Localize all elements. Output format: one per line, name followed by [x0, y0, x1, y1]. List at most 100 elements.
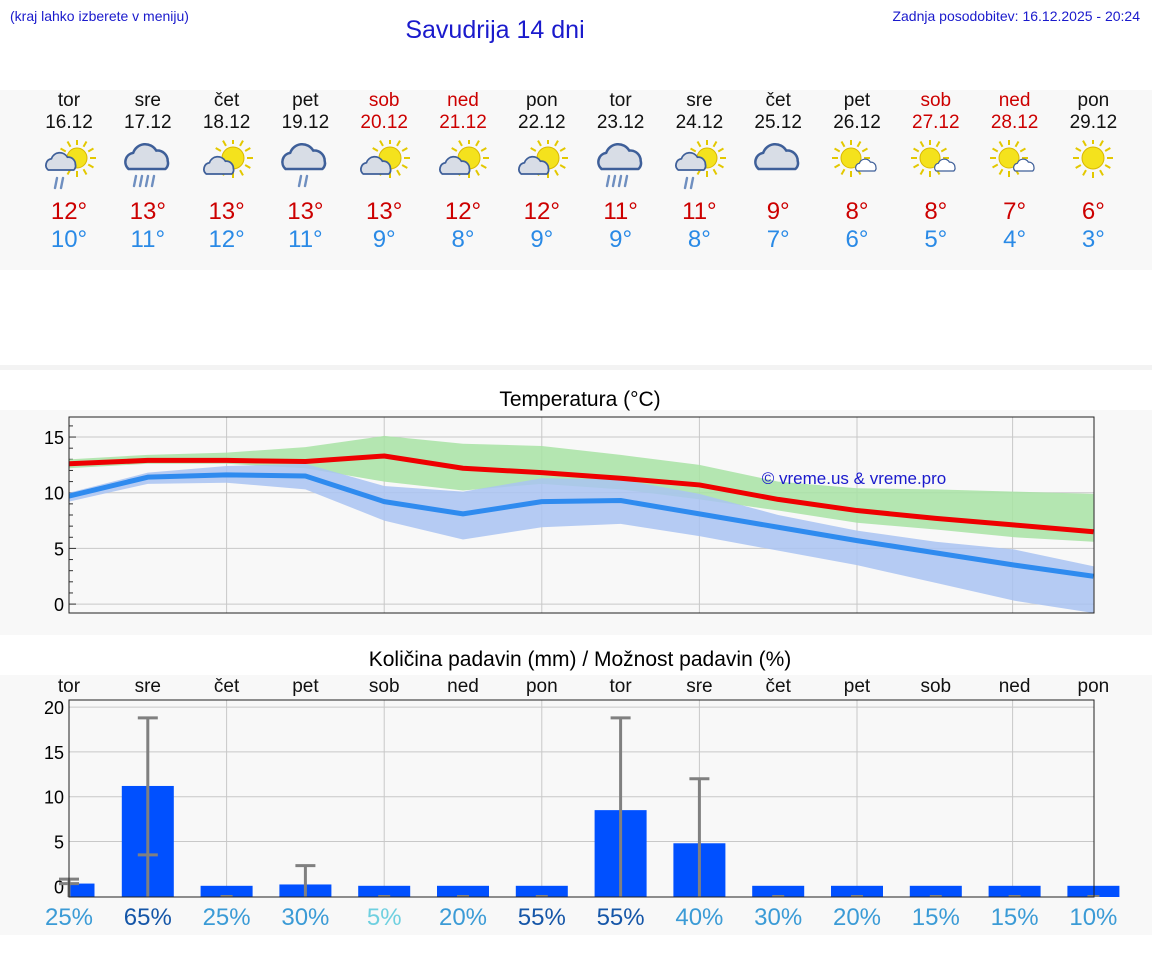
- min-temp: 12°: [208, 226, 245, 253]
- day-name: čet: [213, 90, 240, 111]
- day-header: čet 18.12: [187, 90, 267, 134]
- min-temp: 9°: [530, 226, 554, 253]
- sun-small-cloud-icon: [827, 139, 887, 196]
- day-date: 26.12: [833, 112, 881, 133]
- day-name: tor: [609, 90, 632, 111]
- max-temp: 6°: [1081, 198, 1105, 225]
- day-header: pet 19.12: [265, 90, 345, 134]
- max-temp: 7°: [1003, 198, 1027, 225]
- max-temp: 13°: [366, 198, 403, 225]
- cloudy-icon: [748, 140, 808, 196]
- max-temp: 12°: [523, 198, 560, 225]
- sun-icon: [1063, 138, 1123, 196]
- day-name: ned: [447, 90, 479, 111]
- day-header: ned 21.12: [423, 90, 503, 134]
- precip-probability: 65%: [123, 904, 172, 931]
- day-name: pet: [843, 90, 871, 111]
- min-temp: 3°: [1081, 226, 1105, 253]
- day-date: 21.12: [439, 112, 487, 133]
- max-temp: 11°: [603, 198, 638, 225]
- max-temp: 13°: [287, 198, 324, 225]
- max-temp: 8°: [845, 198, 869, 225]
- day-name: pet: [292, 90, 319, 111]
- precip-probability: 20%: [438, 904, 488, 931]
- day-header: sre 24.12: [659, 90, 739, 134]
- cloudy-rain-icon: [275, 140, 335, 196]
- day-name: tor: [57, 90, 81, 111]
- precip-probability: 55%: [596, 904, 645, 931]
- day-name: sre: [686, 90, 713, 111]
- day-header: pon 29.12: [1053, 90, 1133, 134]
- day-date: 27.12: [912, 112, 960, 133]
- day-name: pon: [525, 90, 558, 111]
- heavy-rain-icon: [118, 140, 178, 196]
- precip-probability: 30%: [281, 904, 330, 931]
- day-header: sob 20.12: [344, 90, 424, 134]
- day-header: sob 27.12: [896, 90, 976, 134]
- day-date: 29.12: [1069, 112, 1118, 133]
- max-temp: 11°: [682, 198, 717, 225]
- day-date: 22.12: [518, 112, 566, 133]
- min-temp: 8°: [687, 226, 711, 253]
- day-date: 25.12: [754, 112, 802, 133]
- sun-small-cloud-icon: [985, 139, 1045, 196]
- precip-probability: 40%: [675, 904, 724, 931]
- precip-probability: 25%: [202, 904, 251, 931]
- day-date: 17.12: [124, 112, 172, 133]
- min-temp: 9°: [372, 226, 396, 253]
- partly-cloudy-icon: [512, 138, 572, 196]
- precip-probability: 20%: [832, 904, 882, 931]
- max-temp: 13°: [129, 198, 166, 225]
- precip-band: [0, 675, 1152, 935]
- precip-probability: 15%: [990, 904, 1039, 931]
- max-temp: 12°: [444, 198, 482, 225]
- max-temp: 13°: [208, 198, 245, 225]
- max-temp: 8°: [924, 198, 948, 225]
- day-name: sob: [368, 90, 400, 111]
- day-header: tor 23.12: [581, 90, 661, 134]
- min-temp: 10°: [50, 226, 88, 253]
- min-temp: 8°: [451, 226, 475, 253]
- min-temp: 11°: [288, 226, 323, 253]
- day-date: 24.12: [675, 112, 724, 133]
- min-temp: 9°: [609, 226, 633, 253]
- precip-probability: 25%: [44, 904, 94, 931]
- precip-probability: 10%: [1069, 904, 1118, 931]
- min-temp: 5°: [924, 226, 948, 253]
- day-name: ned: [998, 90, 1031, 111]
- heavy-rain-icon: [591, 140, 651, 196]
- day-header: čet 25.12: [738, 90, 818, 134]
- precip-probability: 5%: [366, 904, 402, 931]
- sun-small-cloud-icon: [906, 139, 966, 196]
- partly-cloudy-icon: [433, 138, 493, 196]
- last-updated: Zadnja posodobitev: 16.12.2025 - 20:24: [892, 8, 1140, 24]
- precip-probability: 15%: [911, 904, 960, 931]
- day-header: ned 28.12: [975, 90, 1055, 134]
- day-name: pon: [1077, 90, 1110, 111]
- day-header: sre 17.12: [108, 90, 188, 134]
- partly-cloudy-icon: [197, 138, 257, 196]
- header-menu-hint[interactable]: (kraj lahko izberete v meniju): [10, 8, 189, 24]
- separator-strip: [0, 365, 1152, 370]
- temperature-chart-title: Temperatura (°C): [499, 388, 661, 411]
- forecast-band: [0, 90, 1152, 270]
- partly-cloudy-icon: [354, 138, 414, 196]
- precip-chart-title: Količina padavin (mm) / Možnost padavin …: [368, 648, 792, 671]
- day-header: pet 26.12: [817, 90, 897, 134]
- day-date: 23.12: [596, 112, 645, 133]
- day-date: 28.12: [990, 112, 1039, 133]
- day-name: čet: [765, 90, 791, 111]
- day-date: 16.12: [45, 112, 93, 133]
- day-date: 18.12: [202, 112, 251, 133]
- day-date: 20.12: [360, 112, 408, 133]
- min-temp: 11°: [130, 226, 166, 253]
- day-header: tor 16.12: [29, 90, 109, 134]
- page-title: Savudrija 14 dni: [405, 16, 585, 44]
- max-temp: 9°: [766, 198, 790, 225]
- temperature-band: [0, 410, 1152, 635]
- day-header: pon 22.12: [502, 90, 582, 134]
- min-temp: 4°: [1003, 226, 1027, 253]
- day-name: sob: [920, 90, 952, 111]
- precip-probability: 55%: [517, 904, 566, 931]
- min-temp: 7°: [766, 226, 790, 253]
